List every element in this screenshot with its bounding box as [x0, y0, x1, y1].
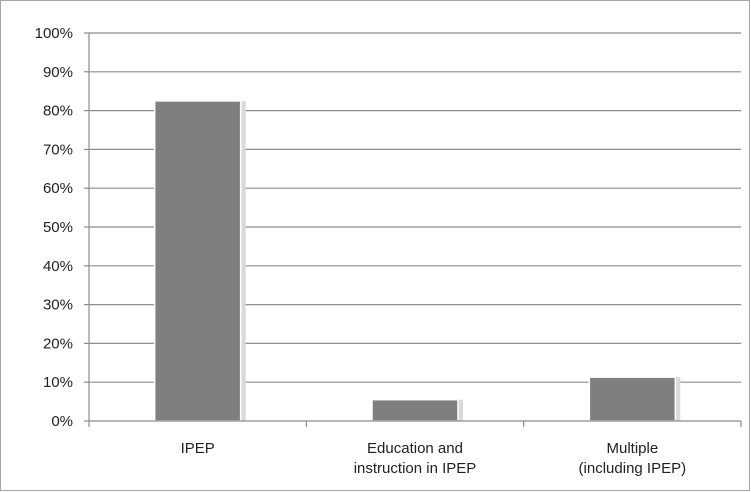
y-tick-label: 10%	[43, 374, 73, 391]
bar	[371, 398, 459, 422]
y-tick-label: 30%	[43, 297, 73, 314]
y-tick-labels: 0% 10% 20% 30% 40% 50% 60% 70% 80% 90% 100%	[35, 25, 73, 430]
y-tick-label: 70%	[43, 141, 73, 158]
y-tick-label: 80%	[43, 103, 73, 120]
y-tick-label: 20%	[43, 335, 73, 352]
y-tick-label: 40%	[43, 258, 73, 275]
bar	[153, 100, 242, 422]
category-label: Multiple (including IPEP)	[579, 440, 687, 477]
y-tick-label: 90%	[43, 64, 73, 81]
category-label: Education and instruction in IPEP	[354, 440, 477, 477]
bars	[153, 100, 681, 422]
y-tick-label: 60%	[43, 180, 73, 197]
bar	[588, 376, 677, 422]
y-tick-label: 100%	[35, 25, 73, 42]
category-labels: IPEP Education and instruction in IPEP Mult…	[181, 440, 687, 477]
y-tick-label: 50%	[43, 219, 73, 236]
axes	[84, 32, 742, 427]
category-label: IPEP	[181, 440, 215, 457]
y-tick-label: 0%	[51, 413, 73, 430]
